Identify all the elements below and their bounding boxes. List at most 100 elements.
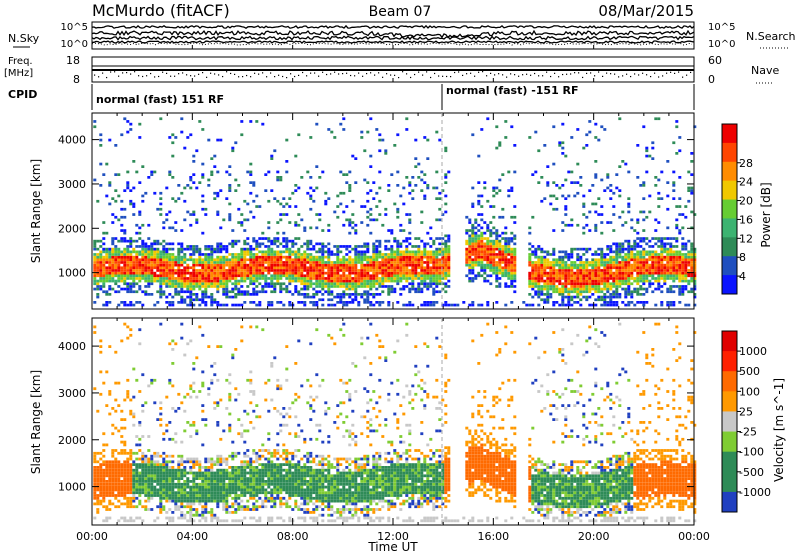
power-cell <box>561 290 565 294</box>
nave-point <box>282 75 284 78</box>
power-cell <box>312 258 316 262</box>
power-cell <box>138 266 142 270</box>
power-cell <box>345 173 349 176</box>
power-cell <box>528 303 532 307</box>
power-cell <box>114 245 118 248</box>
power-cell <box>384 269 388 272</box>
power-cell <box>675 205 679 208</box>
power-cell <box>597 282 601 286</box>
power-cell <box>237 287 241 291</box>
power-cell <box>384 245 388 248</box>
power-cell <box>690 287 694 291</box>
power-cell <box>243 255 247 259</box>
power-cell <box>255 255 259 259</box>
nave-point <box>130 73 132 75</box>
power-cell <box>408 191 412 195</box>
power-cell <box>561 146 565 150</box>
power-colorbar-tick-label: 16 <box>739 213 753 226</box>
power-cell <box>483 258 487 262</box>
velocity-cell <box>108 460 112 464</box>
velocity-cell <box>117 468 121 472</box>
power-cell <box>204 293 208 296</box>
power-cell <box>666 303 670 307</box>
velocity-cell <box>111 488 115 492</box>
power-cell <box>546 298 550 302</box>
power-cell <box>267 239 271 243</box>
power-cell <box>534 282 538 286</box>
power-cell <box>636 290 640 294</box>
power-cell <box>381 285 385 288</box>
power-cell <box>531 285 535 288</box>
velocity-cell <box>168 485 172 489</box>
power-cell <box>651 141 655 145</box>
power-cell <box>594 229 598 232</box>
power-cell <box>504 242 508 246</box>
power-cell <box>555 263 559 267</box>
power-cell <box>618 279 622 283</box>
power-cell <box>321 229 325 232</box>
power-cell <box>258 282 262 286</box>
power-cell <box>402 202 406 206</box>
power-cell <box>570 303 574 307</box>
power-cell <box>510 269 514 272</box>
power-cell <box>276 176 280 179</box>
power-cell <box>270 154 274 158</box>
power-cell <box>270 303 274 307</box>
power-cell <box>387 269 391 272</box>
power-cell <box>195 218 199 222</box>
power-cell <box>570 136 574 139</box>
power-cell <box>672 253 676 256</box>
power-cell <box>99 271 103 275</box>
power-cell <box>318 274 322 278</box>
power-cell <box>633 242 637 246</box>
power-cell <box>159 117 163 121</box>
power-cell <box>681 271 685 275</box>
power-cell <box>609 189 613 192</box>
power-cell <box>594 277 598 280</box>
power-cell <box>219 274 223 278</box>
power-cell <box>561 258 565 262</box>
power-cell <box>126 282 130 286</box>
velocity-cell <box>108 468 112 472</box>
velocity-cell <box>147 480 151 483</box>
power-cell <box>195 279 199 283</box>
power-cell <box>231 271 235 275</box>
power-cell <box>123 250 127 254</box>
power-cell <box>396 239 400 243</box>
power-cell <box>567 290 571 294</box>
velocity-cell <box>144 463 148 466</box>
power-cell <box>540 258 544 262</box>
power-cell <box>195 186 199 190</box>
velocity-cell <box>105 508 109 511</box>
velocity-cell <box>102 463 106 466</box>
power-cell <box>633 239 637 243</box>
power-cell <box>237 303 241 307</box>
power-cell <box>171 253 175 256</box>
velocity-cell <box>171 488 175 492</box>
power-cell <box>429 279 433 283</box>
power-cell <box>264 258 268 262</box>
power-cell <box>243 261 247 264</box>
power-cell <box>645 250 649 254</box>
velocity-cell <box>168 466 172 469</box>
power-cell <box>189 277 193 280</box>
power-cell <box>150 170 154 174</box>
power-cell <box>384 207 388 211</box>
power-cell <box>531 245 535 248</box>
power-cell <box>645 290 649 294</box>
power-cell <box>435 301 439 304</box>
power-cell <box>402 274 406 278</box>
power-cell <box>369 261 373 264</box>
power-cell <box>423 269 427 272</box>
power-cell <box>477 194 481 198</box>
power-cell <box>414 165 418 168</box>
power-cell <box>375 258 379 262</box>
power-cell <box>330 271 334 275</box>
power-cell <box>309 285 313 288</box>
power-cell <box>612 261 616 264</box>
power-cell <box>645 253 649 256</box>
velocity-cell <box>120 485 124 489</box>
power-cell <box>678 255 682 259</box>
power-cell <box>582 266 586 270</box>
velocity-cell <box>153 463 157 466</box>
